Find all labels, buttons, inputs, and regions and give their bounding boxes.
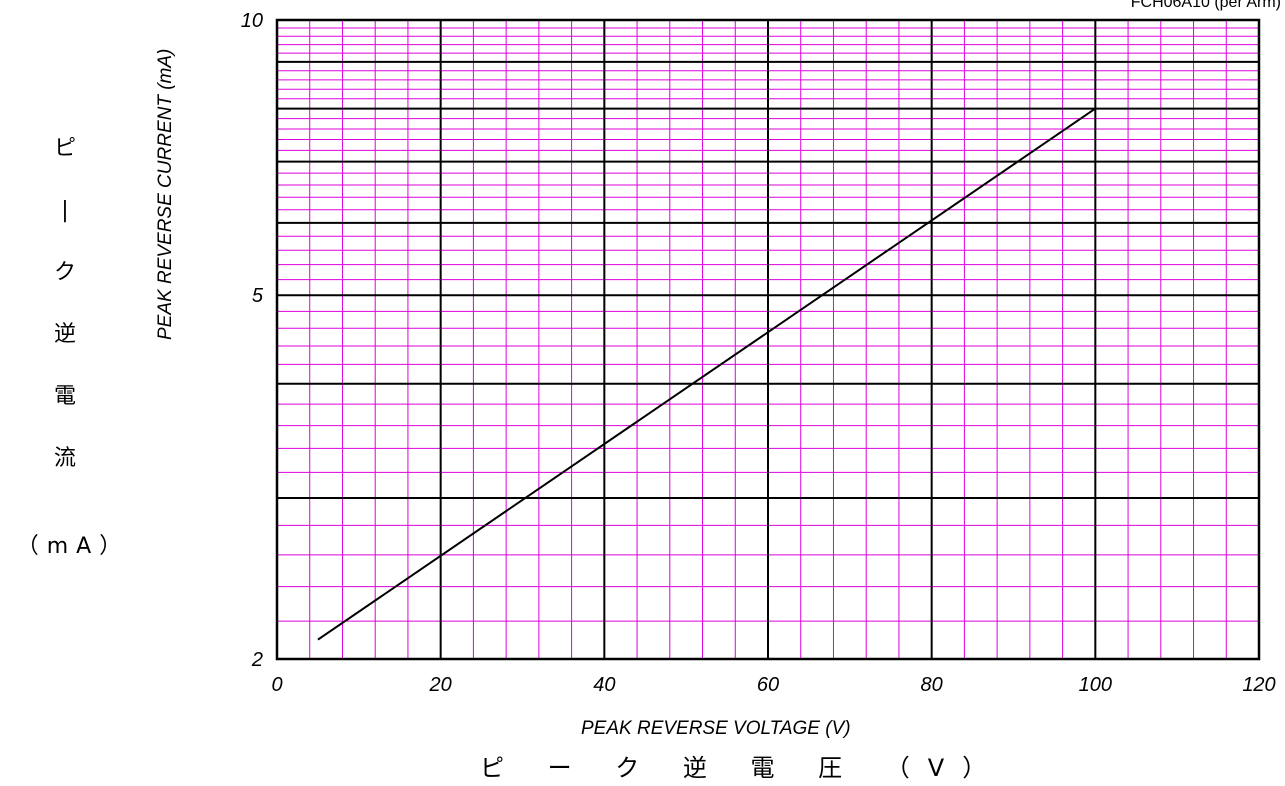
series-layer (317, 107, 1096, 641)
y-axis-label-jp: ピ | ク 逆 電 流 (40, 118, 90, 490)
y-axis-label-jp-char: | (61, 198, 69, 223)
y-axis-label-jp-char: 流 (53, 446, 76, 471)
plot-frame (275, 18, 1261, 661)
tick-labels: 0 20 40 60 80 100 120 2 5 10 (241, 10, 1276, 696)
y-tick-label: 2 (251, 649, 263, 671)
chart-title: FCH06A10 (per Arm) (1130, 0, 1281, 11)
y-axis-label-jp-char: ク (53, 260, 76, 285)
series-line (317, 107, 1096, 641)
y-axis-label: PEAK REVERSE CURRENT (mA) (155, 48, 176, 340)
x-tick-label: 40 (593, 674, 615, 696)
x-tick-label: 80 (921, 674, 943, 696)
y-axis-label-jp-char: 電 (53, 384, 76, 409)
y-axis-label-jp-char: 逆 (53, 322, 76, 347)
y-axis-label-jp-char: ピ (53, 136, 76, 161)
x-tick-label: 60 (757, 674, 779, 696)
x-axis-label: PEAK REVERSE VOLTAGE (V) (581, 718, 851, 739)
y-tick-label: 10 (241, 10, 263, 32)
x-tick-label: 20 (429, 674, 452, 696)
y-tick-label: 5 (252, 285, 264, 307)
major-grid (275, 18, 1261, 661)
x-tick-label: 0 (271, 674, 282, 696)
y-axis-unit-jp: （mA） (16, 534, 130, 559)
x-tick-label: 120 (1242, 674, 1275, 696)
x-tick-label: 100 (1079, 674, 1112, 696)
x-axis-label-jp: ピ ー ク 逆 電 圧 （V） (480, 754, 1005, 782)
